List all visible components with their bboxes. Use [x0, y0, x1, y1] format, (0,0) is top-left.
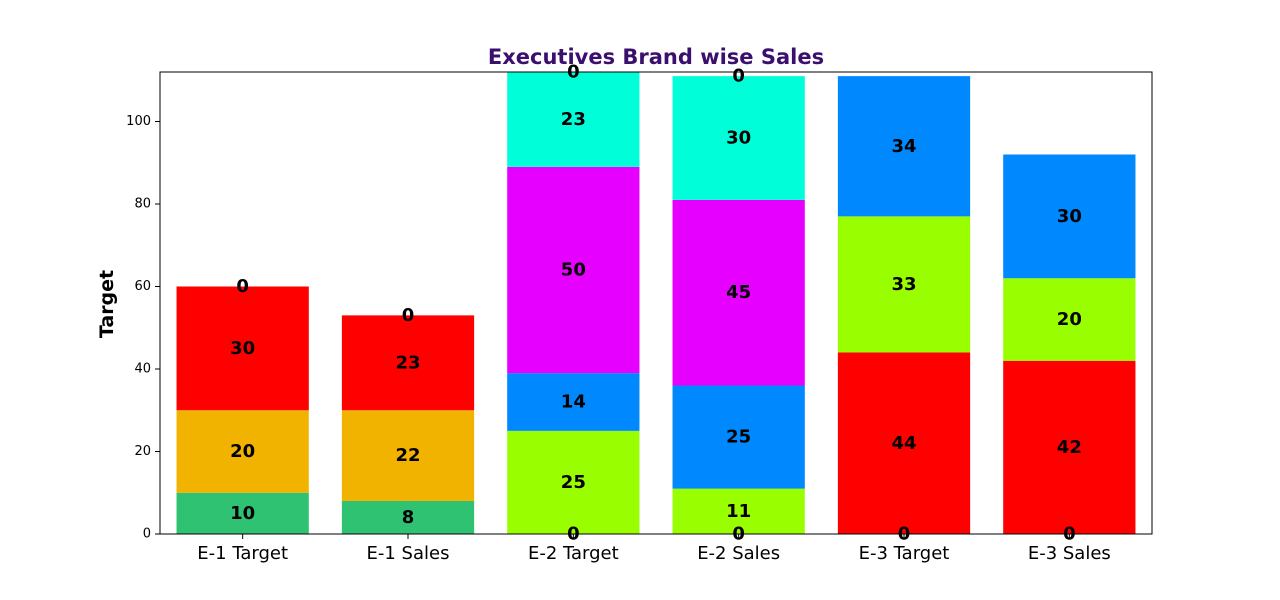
bar-segment: [341, 410, 475, 501]
y-tick-label: 60: [134, 279, 151, 294]
segment-value-label: 34: [891, 136, 916, 157]
segment-value-label: 30: [726, 128, 751, 149]
bar-segment: [672, 488, 805, 534]
bar-segment: [1003, 278, 1136, 361]
bar-segment: [341, 501, 475, 534]
y-tick-label: 40: [134, 362, 151, 377]
bar-segment: [176, 410, 309, 493]
bar-segment: [672, 199, 805, 386]
bars-group: [176, 72, 1136, 534]
bar-segment: [507, 72, 640, 167]
segment-value-label: 42: [1057, 437, 1082, 458]
x-axis: E-1 Target E-1 Sales E-2 Target E-2 Sales E-…: [197, 534, 1111, 564]
segment-value-label: 20: [230, 441, 255, 462]
bar-segment: [507, 166, 640, 374]
y-tick-label: 80: [134, 197, 151, 212]
bar-segment: [341, 315, 475, 411]
segment-value-label: 0: [236, 276, 249, 297]
x-tick-label: E-3 Target: [859, 543, 950, 564]
segment-value-label: 0: [402, 305, 415, 326]
x-tick-label: E-3 Sales: [1028, 543, 1111, 564]
bar-segment: [507, 373, 640, 431]
segment-value-label: 10: [230, 503, 255, 524]
segment-value-label: 11: [726, 501, 751, 522]
plot-frame: [159, 71, 1153, 535]
bar-segment: [672, 385, 805, 489]
segment-value-label: 20: [1057, 309, 1082, 330]
segment-value-label: 30: [230, 338, 255, 359]
chart-title: Executives Brand wise Sales: [488, 45, 824, 69]
segment-value-label: 44: [891, 433, 916, 454]
y-tick-label: 0: [143, 527, 151, 542]
x-tick-label: E-2 Target: [528, 543, 619, 564]
segment-value-label: 0: [732, 66, 745, 87]
bar-segment: [176, 492, 309, 534]
bar-segment: [837, 352, 971, 534]
bar-segment: [837, 216, 971, 353]
bar-segment: [837, 76, 971, 217]
segment-value-label: 30: [1057, 206, 1082, 227]
x-tick-label: E-1 Target: [197, 543, 288, 564]
bar-segment: [176, 286, 309, 411]
segment-value-label: 8: [402, 507, 415, 528]
bar-segment: [1003, 154, 1136, 279]
segment-value-label: 33: [891, 274, 916, 295]
segment-value-label: 23: [395, 352, 420, 373]
segment-value-label: 50: [561, 260, 586, 281]
y-axis: 0 20 40 60 80 100: [126, 114, 160, 542]
x-tick-label: E-1 Sales: [367, 543, 450, 564]
bar-segment: [507, 430, 640, 534]
segment-value-label: 25: [561, 472, 586, 493]
segment-value-label: 25: [726, 427, 751, 448]
y-axis-label: Target: [96, 270, 118, 338]
bar-segment: [672, 76, 805, 200]
y-tick-label: 20: [134, 444, 151, 459]
bar-segment: [1003, 360, 1136, 534]
segment-value-label: 22: [395, 445, 420, 466]
segment-value-label: 45: [726, 282, 751, 303]
x-tick-label: E-2 Sales: [697, 543, 780, 564]
y-tick-label: 100: [126, 114, 151, 129]
segment-value-label: 14: [561, 392, 586, 413]
segment-value-label: 23: [561, 109, 586, 130]
